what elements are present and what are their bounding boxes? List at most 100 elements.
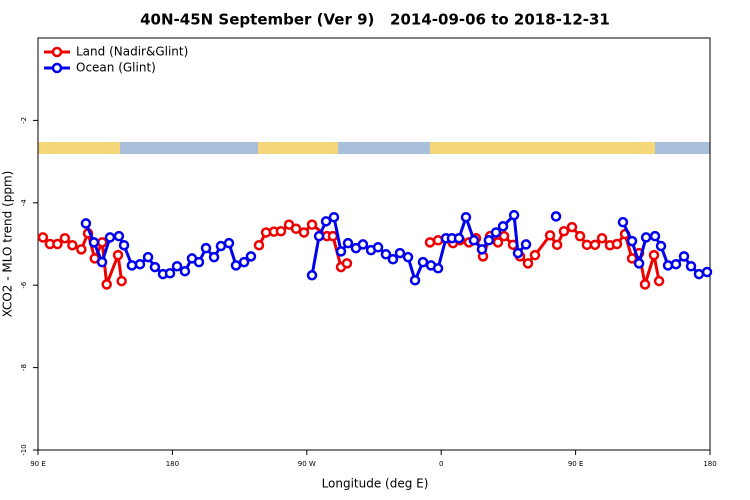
data-point bbox=[508, 209, 520, 221]
data-point bbox=[357, 239, 369, 250]
y-tick-label: -6 bbox=[20, 281, 28, 289]
data-point bbox=[639, 279, 651, 290]
y-tick-label: -8 bbox=[20, 364, 28, 371]
data-point bbox=[648, 249, 660, 261]
data-point bbox=[550, 211, 562, 222]
data-point bbox=[245, 251, 257, 262]
data-point bbox=[290, 223, 302, 235]
data-point bbox=[320, 216, 332, 227]
data-point bbox=[460, 211, 472, 223]
y-tick-label: -4 bbox=[20, 199, 28, 207]
data-point bbox=[37, 232, 49, 243]
legend-marker bbox=[51, 62, 63, 74]
data-point bbox=[387, 253, 399, 265]
data-point bbox=[424, 237, 436, 248]
data-point bbox=[522, 258, 534, 269]
data-point bbox=[67, 239, 78, 251]
data-point bbox=[662, 260, 674, 271]
data-point bbox=[313, 230, 325, 242]
data-point bbox=[118, 239, 130, 251]
data-point bbox=[432, 263, 444, 274]
data-point bbox=[179, 265, 191, 277]
data-point bbox=[581, 239, 593, 251]
x-tick-label: 90 E bbox=[568, 460, 584, 468]
data-point bbox=[655, 240, 667, 252]
data-point bbox=[566, 221, 578, 233]
data-point bbox=[342, 237, 354, 249]
data-point bbox=[693, 268, 705, 280]
data-point bbox=[238, 256, 250, 268]
data-point bbox=[306, 219, 318, 230]
data-point bbox=[653, 275, 665, 287]
data-point bbox=[96, 256, 108, 268]
data-point bbox=[685, 260, 697, 272]
data-point bbox=[208, 251, 220, 263]
data-point bbox=[678, 251, 690, 262]
data-point bbox=[596, 232, 608, 244]
data-point bbox=[394, 247, 406, 259]
x-tick-label: 90 E bbox=[30, 460, 46, 468]
y-tick-label: -2 bbox=[20, 117, 28, 124]
data-point bbox=[80, 218, 92, 229]
data-point bbox=[116, 275, 127, 287]
data-point bbox=[298, 227, 310, 238]
data-point bbox=[574, 230, 586, 242]
data-point bbox=[101, 279, 112, 290]
data-point bbox=[512, 247, 524, 259]
data-point bbox=[215, 240, 227, 252]
data-point bbox=[327, 230, 339, 242]
x-axis-label: Longitude (deg E) bbox=[322, 477, 429, 491]
x-tick-label: 180 bbox=[166, 460, 179, 468]
land-band bbox=[38, 142, 120, 154]
data-point bbox=[230, 260, 242, 271]
data-point bbox=[649, 230, 661, 242]
legend-label: Land (Nadir&Glint) bbox=[76, 45, 188, 59]
data-point bbox=[372, 242, 384, 253]
data-point bbox=[558, 225, 570, 237]
legend-marker bbox=[51, 46, 63, 58]
data-point bbox=[498, 230, 510, 242]
data-point bbox=[171, 260, 183, 272]
data-point bbox=[96, 237, 108, 248]
data-point bbox=[328, 211, 340, 223]
data-point bbox=[112, 249, 124, 261]
land-ocean-strip bbox=[38, 142, 710, 154]
y-tick-label: -10 bbox=[20, 444, 28, 455]
legend-label: Ocean (Glint) bbox=[76, 61, 156, 75]
data-point bbox=[52, 238, 63, 250]
data-point bbox=[589, 239, 601, 251]
data-point bbox=[126, 260, 138, 271]
data-point bbox=[193, 256, 205, 268]
data-point bbox=[529, 249, 541, 261]
data-point bbox=[149, 261, 161, 273]
data-point bbox=[490, 227, 502, 238]
land-band bbox=[258, 142, 338, 154]
chart-title: 40N-45N September (Ver 9) 2014-09-06 to … bbox=[140, 11, 610, 29]
data-point bbox=[626, 235, 638, 247]
land-band bbox=[525, 142, 655, 154]
data-point bbox=[453, 232, 465, 244]
data-point bbox=[633, 258, 645, 269]
data-point bbox=[483, 235, 495, 246]
data-point bbox=[76, 244, 87, 255]
data-point bbox=[544, 230, 556, 241]
x-tick-label: 0 bbox=[439, 460, 443, 468]
y-axis-label: XCO2 - MLO trend (ppm) bbox=[1, 171, 15, 318]
data-point bbox=[275, 225, 287, 237]
data-point bbox=[142, 251, 154, 263]
data-point bbox=[701, 266, 713, 278]
plot-frame bbox=[37, 37, 711, 451]
data-point bbox=[617, 216, 629, 228]
data-point bbox=[417, 256, 429, 268]
data-point bbox=[409, 275, 421, 286]
land-band bbox=[430, 142, 525, 154]
data-point bbox=[59, 232, 71, 244]
data-point bbox=[253, 239, 265, 251]
data-point bbox=[200, 242, 212, 254]
data-point bbox=[551, 239, 563, 251]
data-point bbox=[134, 258, 146, 270]
data-point bbox=[670, 258, 682, 270]
data-point bbox=[306, 270, 318, 281]
